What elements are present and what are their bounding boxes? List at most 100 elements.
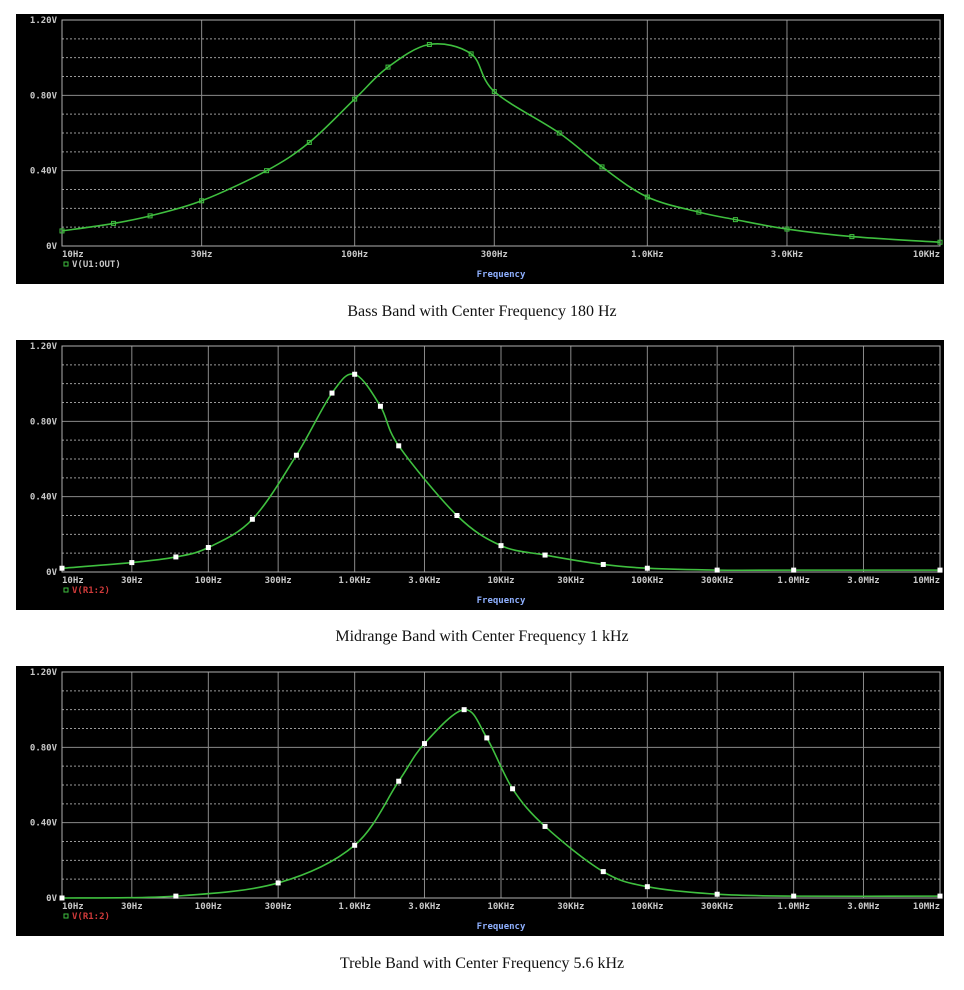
x-tick-label: 3.0KHz (771, 250, 804, 260)
x-tick-label: 3.0MHz (847, 902, 880, 912)
y-tick-label: 1.20V (30, 16, 58, 26)
data-point (461, 707, 467, 713)
x-tick-label: 1.0MHz (777, 902, 810, 912)
x-tick-label: 10KHz (913, 250, 940, 260)
data-point (396, 778, 402, 784)
treble-panel: 0V 0.40V 0.80V 1.20V 10Hz 30Hz 100Hz 300Hz 1.0KH… (0, 660, 964, 990)
bass-caption: Bass Band with Center Frequency 180 Hz (347, 303, 617, 320)
data-point (264, 168, 270, 174)
x-tick-label: 30Hz (121, 902, 143, 912)
bass-chart: 0V 0.40V 0.80V 1.20V 10Hz 30Hz 100Hz 300Hz 1.0KH… (30, 16, 943, 280)
data-point (491, 89, 497, 95)
data-point (306, 139, 312, 145)
treble-plot: 0V 0.40V 0.80V 1.20V 10Hz 30Hz 100Hz 300Hz 1.0KH… (16, 666, 944, 936)
data-point (732, 217, 738, 223)
data-point (849, 234, 855, 240)
series-line (61, 43, 941, 244)
data-point (377, 403, 383, 409)
data-point (791, 567, 797, 573)
x-tick-label: 300KHz (701, 902, 734, 912)
data-point (542, 552, 548, 558)
data-point (111, 220, 117, 226)
bass-panel: 0V 0.40V 0.80V 1.20V 10Hz 30Hz 100Hz 300Hz 1.0KH… (0, 0, 964, 330)
data-point (249, 516, 255, 522)
treble-caption: Treble Band with Center Frequency 5.6 kH… (339, 955, 625, 972)
data-point (454, 513, 460, 518)
x-tick-label: 10KHz (487, 576, 514, 586)
data-point (173, 893, 179, 899)
data-point (199, 198, 205, 204)
y-tick-label: 0.80V (30, 91, 58, 101)
legend-label: V(R1:2) (72, 586, 110, 596)
x-tick-label: 3.0MHz (847, 576, 880, 586)
data-point (352, 96, 358, 102)
data-point (205, 545, 211, 551)
data-point (498, 543, 504, 549)
y-tick-label: 0.40V (30, 493, 58, 503)
y-tick-label: 0V (46, 242, 57, 252)
x-tick-label: 300KHz (701, 576, 734, 586)
x-tick-label: 10Hz (62, 902, 84, 912)
x-tick-label: 300Hz (481, 250, 508, 260)
x-tick-label: 3.0KHz (408, 576, 441, 586)
x-tick-label: 1.0KHz (631, 250, 664, 260)
data-point (784, 226, 790, 232)
plot-frame (61, 19, 941, 247)
legend-label: V(R1:2) (72, 912, 110, 922)
x-axis-label: Frequency (477, 922, 526, 932)
data-point (696, 209, 702, 215)
plot-frame (61, 345, 941, 573)
data-point (352, 371, 358, 377)
data-point (714, 891, 720, 897)
x-tick-label: 30Hz (121, 576, 143, 586)
bass-plot: 0V 0.40V 0.80V 1.20V 10Hz 30Hz 100Hz 300Hz 1.0KH… (16, 14, 944, 284)
x-tick-label: 1.0KHz (338, 576, 371, 586)
data-point (59, 565, 65, 571)
data-point (600, 869, 606, 875)
legend-marker (63, 587, 69, 593)
data-point (329, 390, 335, 396)
data-point (600, 561, 606, 567)
data-point (542, 823, 548, 829)
data-point (352, 842, 358, 848)
data-point (129, 560, 135, 566)
x-tick-label: 10Hz (62, 576, 84, 586)
data-point (556, 130, 562, 136)
x-tick-label: 100Hz (195, 902, 222, 912)
data-point (937, 893, 943, 899)
data-point (714, 567, 720, 573)
x-tick-label: 300Hz (265, 902, 292, 912)
x-tick-label: 10Hz (62, 250, 84, 260)
legend-marker (63, 913, 69, 919)
y-tick-label: 0V (46, 894, 57, 904)
data-point (937, 239, 943, 245)
y-tick-label: 0.40V (30, 819, 58, 829)
y-tick-label: 1.20V (30, 342, 58, 352)
x-tick-label: 100KHz (631, 576, 664, 586)
plot-frame (61, 671, 941, 899)
x-tick-label: 3.0KHz (408, 902, 441, 912)
x-tick-label: 300Hz (265, 576, 292, 586)
y-tick-label: 0.40V (30, 167, 58, 177)
treble-chart: 0V 0.40V 0.80V 1.20V 10Hz 30Hz 100Hz 300Hz 1.0KH… (30, 668, 943, 932)
data-point (147, 213, 153, 219)
data-point (59, 895, 65, 901)
x-tick-label: 30Hz (191, 250, 213, 260)
data-point (396, 443, 402, 449)
data-point (644, 565, 650, 571)
data-point (421, 741, 427, 747)
data-point (510, 786, 516, 792)
x-tick-label: 1.0MHz (777, 576, 810, 586)
data-point (644, 194, 650, 200)
x-tick-label: 10MHz (913, 902, 940, 912)
midrange-plot: 0V 0.40V 0.80V 1.20V 10Hz 30Hz 100Hz 300Hz 1.0KH… (16, 340, 944, 610)
x-tick-label: 1.0KHz (338, 902, 371, 912)
y-tick-label: 0.80V (30, 417, 58, 427)
data-point (644, 884, 650, 890)
x-tick-label: 10KHz (487, 902, 514, 912)
x-axis-label: Frequency (477, 270, 526, 280)
data-point (275, 880, 281, 886)
x-tick-label: 100Hz (341, 250, 368, 260)
data-point (426, 41, 432, 47)
midrange-chart: 0V 0.40V 0.80V 1.20V 10Hz 30Hz 100Hz 300Hz 1.0KH… (30, 342, 943, 606)
